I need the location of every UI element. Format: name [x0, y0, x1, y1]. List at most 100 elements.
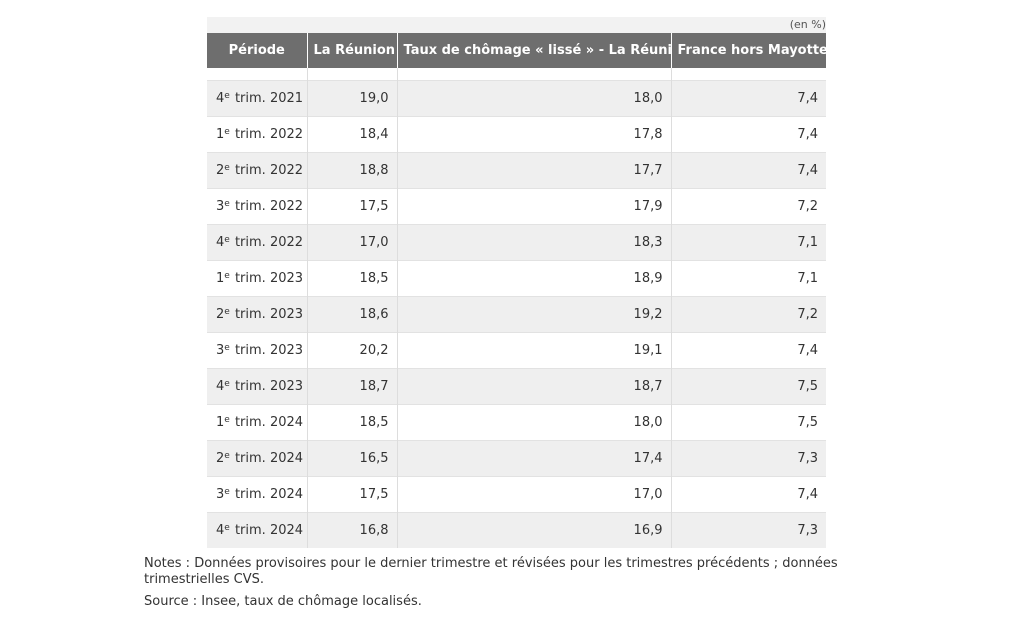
cell-periode: 3e trim. 2023 [207, 332, 307, 369]
period-suffix: e [224, 271, 230, 281]
cell-la-reunion: 18,6 [306, 296, 397, 333]
cell-france-hors-mayotte: 7,4 [670, 80, 826, 117]
cell-la-reunion: 17,0 [306, 224, 397, 261]
cell-france-hors-mayotte: 7,2 [670, 188, 826, 225]
cell-periode: 4e trim. 2021 [207, 80, 307, 117]
table-row: 2e trim. 2023 18,6 19,2 7,2 [207, 296, 826, 333]
period-rest: trim. 2022 [230, 127, 304, 142]
cell-taux-lisse: 18,3 [396, 224, 671, 261]
cell-taux-lisse: 17,4 [396, 440, 671, 477]
period-rest: trim. 2022 [230, 163, 304, 178]
table-row: 4e trim. 2022 17,0 18,3 7,1 [207, 224, 826, 261]
cell-france-hors-mayotte: 7,1 [670, 224, 826, 261]
period-suffix: e [224, 91, 230, 101]
period-number: 1 [216, 127, 225, 142]
cell-la-reunion: 18,5 [306, 260, 397, 297]
period-number: 4 [216, 235, 225, 250]
period-number: 3 [216, 199, 225, 214]
table-row: 4e trim. 2021 19,0 18,0 7,4 [207, 80, 826, 117]
cell-la-reunion: 20,2 [306, 332, 397, 369]
cell-taux-lisse: 18,0 [396, 80, 671, 117]
cell-taux-lisse: 18,0 [396, 404, 671, 441]
cell-france-hors-mayotte: 7,4 [670, 116, 826, 153]
period-number: 2 [216, 163, 225, 178]
cell-la-reunion: 18,4 [306, 116, 397, 153]
period-suffix: e [224, 343, 230, 353]
cell-periode: 3e trim. 2024 [207, 476, 307, 513]
unit-label: (en %) [789, 18, 826, 31]
cell-periode: 1e trim. 2024 [207, 404, 307, 441]
notes-text: Notes : Données provisoires pour le dern… [144, 556, 838, 587]
column-header-la-reunion: La Réunion [306, 33, 397, 68]
period-suffix: e [224, 523, 230, 533]
period-number: 2 [216, 307, 225, 322]
cell-periode: 2e trim. 2023 [207, 296, 307, 333]
cell-taux-lisse: 17,9 [396, 188, 671, 225]
period-number: 4 [216, 379, 225, 394]
period-rest: trim. 2021 [230, 91, 304, 106]
cell-france-hors-mayotte: 7,4 [670, 152, 826, 189]
column-header-france-hors-mayotte: France hors Mayotte [670, 33, 826, 68]
table-row: 2e trim. 2022 18,8 17,7 7,4 [207, 152, 826, 189]
table-scroll-gap [207, 68, 826, 81]
table-row: 2e trim. 2024 16,5 17,4 7,3 [207, 440, 826, 477]
period-suffix: e [224, 379, 230, 389]
cell-la-reunion: 18,8 [306, 152, 397, 189]
period-rest: trim. 2024 [230, 523, 304, 538]
cell-taux-lisse: 19,2 [396, 296, 671, 333]
period-number: 2 [216, 451, 225, 466]
cell-taux-lisse: 18,7 [396, 368, 671, 405]
period-rest: trim. 2024 [230, 415, 304, 430]
cell-taux-lisse: 17,0 [396, 476, 671, 513]
table-row: 1e trim. 2022 18,4 17,8 7,4 [207, 116, 826, 153]
period-rest: trim. 2022 [230, 199, 304, 214]
cell-periode: 4e trim. 2023 [207, 368, 307, 405]
table-row: 1e trim. 2023 18,5 18,9 7,1 [207, 260, 826, 297]
cell-france-hors-mayotte: 7,1 [670, 260, 826, 297]
period-rest: trim. 2022 [230, 235, 304, 250]
period-rest: trim. 2023 [230, 307, 304, 322]
cell-la-reunion: 16,8 [306, 512, 397, 548]
cell-taux-lisse: 18,9 [396, 260, 671, 297]
cell-taux-lisse: 16,9 [396, 512, 671, 548]
cell-france-hors-mayotte: 7,4 [670, 476, 826, 513]
table-row: 1e trim. 2024 18,5 18,0 7,5 [207, 404, 826, 441]
period-number: 4 [216, 91, 225, 106]
period-rest: trim. 2023 [230, 271, 304, 286]
cell-taux-lisse: 17,7 [396, 152, 671, 189]
table-row: 3e trim. 2022 17,5 17,9 7,2 [207, 188, 826, 225]
period-rest: trim. 2024 [230, 451, 304, 466]
cell-la-reunion: 17,5 [306, 188, 397, 225]
cell-france-hors-mayotte: 7,3 [670, 512, 826, 548]
cell-periode: 2e trim. 2024 [207, 440, 307, 477]
cell-la-reunion: 18,7 [306, 368, 397, 405]
period-suffix: e [224, 199, 230, 209]
cell-periode: 3e trim. 2022 [207, 188, 307, 225]
period-number: 1 [216, 271, 225, 286]
period-suffix: e [224, 487, 230, 497]
period-suffix: e [224, 415, 230, 425]
cell-france-hors-mayotte: 7,4 [670, 332, 826, 369]
period-rest: trim. 2023 [230, 343, 304, 358]
period-number: 3 [216, 343, 225, 358]
table-header-row: Période La Réunion Taux de chômage « lis… [207, 33, 826, 68]
period-rest: trim. 2023 [230, 379, 304, 394]
table-row: 3e trim. 2024 17,5 17,0 7,4 [207, 476, 826, 513]
source-text: Source : Insee, taux de chômage localisé… [144, 594, 422, 609]
cell-periode: 1e trim. 2023 [207, 260, 307, 297]
table-row: 3e trim. 2023 20,2 19,1 7,4 [207, 332, 826, 369]
cell-france-hors-mayotte: 7,5 [670, 368, 826, 405]
period-rest: trim. 2024 [230, 487, 304, 502]
column-header-periode: Période [207, 33, 307, 68]
unemployment-table-container: (en %) Période La Réunion Taux de chômag… [207, 17, 826, 548]
cell-la-reunion: 18,5 [306, 404, 397, 441]
cell-periode: 2e trim. 2022 [207, 152, 307, 189]
period-suffix: e [224, 451, 230, 461]
cell-la-reunion: 17,5 [306, 476, 397, 513]
cell-taux-lisse: 19,1 [396, 332, 671, 369]
cell-taux-lisse: 17,8 [396, 116, 671, 153]
cell-periode: 4e trim. 2024 [207, 512, 307, 548]
table-notes: Notes : Données provisoires pour le dern… [144, 556, 844, 616]
cell-periode: 4e trim. 2022 [207, 224, 307, 261]
period-number: 1 [216, 415, 225, 430]
